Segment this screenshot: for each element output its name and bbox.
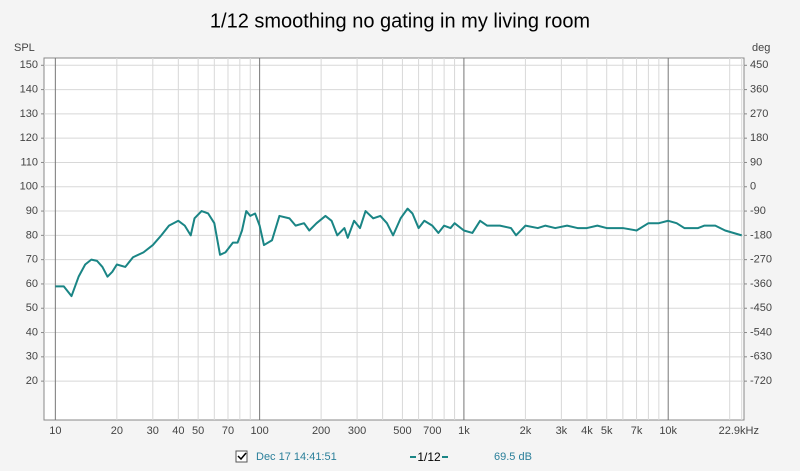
- y-tick-label: 70: [26, 254, 38, 266]
- y-tick-label: 120: [20, 132, 38, 144]
- x-tick-label: 700: [423, 425, 441, 437]
- legend-entry: Dec 17 14:41:51: [256, 451, 337, 463]
- y-tick-label: 140: [20, 83, 38, 95]
- y-tick-label: 60: [26, 278, 38, 290]
- x-tick-label: 7k: [631, 425, 643, 437]
- x-tick-label: 100: [250, 425, 268, 437]
- x-tick-label: 4k: [581, 425, 593, 437]
- x-tick-label: 10: [49, 425, 61, 437]
- chart-title: 1/12 smoothing no gating in my living ro…: [210, 10, 590, 32]
- y2-tick-label: -450: [750, 302, 772, 314]
- y-tick-label: 80: [26, 229, 38, 241]
- y2-tick-label: 90: [750, 156, 762, 168]
- x-tick-label: 10k: [659, 425, 677, 437]
- y2-tick-label: 0: [750, 181, 756, 193]
- x-tick-label: 1k: [458, 425, 470, 437]
- x-tick-label: 40: [172, 425, 184, 437]
- y-tick-label: 150: [20, 59, 38, 71]
- y2-tick-label: -630: [750, 351, 772, 363]
- y2-tick-label: 270: [750, 108, 768, 120]
- y-tick-label: 50: [26, 302, 38, 314]
- y-tick-label: 130: [20, 108, 38, 120]
- y-tick-label: 30: [26, 351, 38, 363]
- x-tick-label: 300: [348, 425, 366, 437]
- data-line: [55, 207, 742, 298]
- level-label: 69.5 dB: [494, 451, 532, 463]
- x-tick-label: 20: [111, 425, 123, 437]
- plot-area: [43, 57, 745, 421]
- x-tick-label: 30: [147, 425, 159, 437]
- y-tick-label: 90: [26, 205, 38, 217]
- checkbox-tick: [237, 452, 247, 461]
- smoothing-label: 1/12: [417, 450, 441, 464]
- y2-tick-label: -720: [750, 375, 772, 387]
- y2-tick-label: -270: [750, 254, 772, 266]
- x-tick-label: 500: [393, 425, 411, 437]
- y2-tick-label: 360: [750, 83, 768, 95]
- series-checkbox[interactable]: [235, 450, 248, 463]
- x-tick-label: 2k: [520, 425, 532, 437]
- y2-axis-label: deg: [752, 42, 770, 54]
- x-tick-label: 22.9kHz: [719, 425, 759, 437]
- legend-swatch-bg: [416, 449, 442, 465]
- y-axis-label: SPL: [14, 42, 35, 54]
- x-tick-label: 70: [222, 425, 234, 437]
- y2-tick-label: -180: [750, 229, 772, 241]
- y-tick-label: 100: [20, 181, 38, 193]
- x-tick-label: 5k: [601, 425, 613, 437]
- y2-tick-label: -540: [750, 326, 772, 338]
- x-tick-label: 50: [192, 425, 204, 437]
- y2-tick-label: -360: [750, 278, 772, 290]
- y-tick-label: 40: [26, 326, 38, 338]
- y-tick-label: 110: [20, 156, 38, 168]
- x-tick-label: 200: [312, 425, 330, 437]
- y2-tick-label: -90: [750, 205, 766, 217]
- y2-tick-label: 180: [750, 132, 768, 144]
- y-tick-label: 20: [26, 375, 38, 387]
- x-tick-label: 3k: [556, 425, 568, 437]
- y2-tick-label: 450: [750, 59, 768, 71]
